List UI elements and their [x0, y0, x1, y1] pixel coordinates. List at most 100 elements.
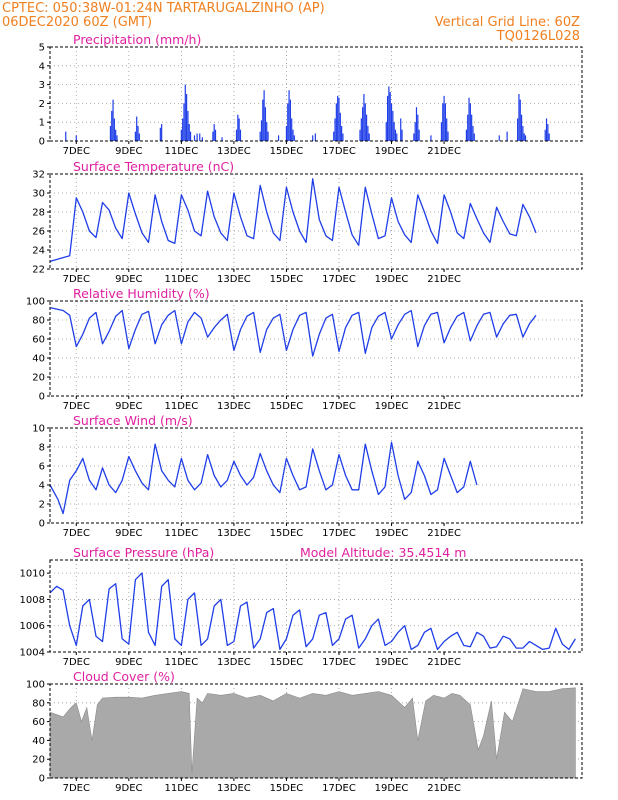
- precip-bar: [288, 90, 290, 141]
- x-tick-label: 9DEC: [115, 274, 142, 285]
- pres-frame: [49, 559, 583, 653]
- precip-bar: [115, 129, 117, 141]
- y-tick-label: 60: [32, 717, 45, 728]
- precip-bar: [65, 131, 67, 141]
- y-tick-label: 80: [32, 698, 45, 709]
- precip-bar: [137, 125, 139, 141]
- precip-bar: [544, 129, 546, 141]
- x-tick-label: 7DEC: [63, 146, 90, 157]
- rh-series-line: [49, 306, 537, 357]
- precip-bar: [113, 118, 115, 141]
- precip-bar: [199, 133, 201, 141]
- x-tick-label: 19DEC: [375, 657, 409, 668]
- precip-bar: [138, 133, 140, 141]
- header-grid: Vertical Grid Line: 60Z: [435, 15, 580, 30]
- x-tick-label: 11DEC: [164, 401, 198, 412]
- precip-bar: [112, 99, 114, 141]
- precip-bar: [415, 107, 418, 141]
- precip-bar: [444, 103, 446, 141]
- x-tick-label: 19DEC: [375, 146, 409, 157]
- precip-frame: [49, 46, 583, 142]
- precip-bar: [519, 99, 521, 141]
- precip-bar: [134, 131, 136, 141]
- temp-series-line: [49, 178, 537, 263]
- precip-bar: [263, 90, 265, 141]
- y-tick-label: 0: [39, 392, 45, 403]
- precip-bar: [446, 118, 448, 141]
- precip-bar: [333, 131, 335, 141]
- rh-panel: Relative Humidity (%) 7DEC 9DEC 11DEC 13DEC 1…: [26, 286, 583, 412]
- precip-bar: [394, 129, 397, 141]
- x-tick-label: 17DEC: [322, 146, 356, 157]
- x-tick-label: 21DEC: [427, 401, 461, 412]
- precip-bar: [188, 124, 190, 141]
- y-tick-label: 40: [32, 736, 45, 747]
- temp-title: Surface Temperature (nC): [73, 159, 234, 174]
- precip-bar: [467, 114, 469, 141]
- precip-bar: [368, 133, 370, 141]
- x-tick-label: 15DEC: [270, 146, 304, 157]
- precip-bar: [430, 135, 432, 141]
- precip-bar: [465, 129, 468, 141]
- x-tick-label: 21DEC: [427, 274, 461, 285]
- pres-series-line: [49, 572, 576, 651]
- precip-bar: [189, 131, 192, 141]
- precip-bar: [386, 95, 389, 141]
- precip-bar: [362, 107, 364, 141]
- x-tick-label: 13DEC: [217, 657, 251, 668]
- precip-bar: [186, 94, 188, 141]
- precip-bar: [75, 135, 77, 141]
- y-tick-label: 1008: [20, 595, 45, 606]
- header-date: 06DEC2020 60Z (GMT): [2, 15, 152, 30]
- precip-bar: [417, 114, 419, 141]
- y-tick-label: 20: [32, 755, 45, 766]
- temp-panel: Surface Temperature (nC) 7DEC 9DEC 11DEC 13D…: [32, 159, 583, 285]
- precip-bar: [359, 129, 361, 141]
- y-tick-label: 0: [39, 137, 45, 148]
- precip-bar: [239, 129, 242, 141]
- x-tick-label: 15DEC: [270, 401, 304, 412]
- pres-panel: Surface Pressure (hPa) Model Altitude: 35…: [20, 545, 583, 668]
- precip-bar: [161, 124, 163, 141]
- x-tick-label: 7DEC: [63, 274, 90, 285]
- y-tick-label: 2: [39, 500, 45, 511]
- y-tick-label: 2: [39, 99, 45, 110]
- x-tick-label: 19DEC: [375, 783, 409, 794]
- precip-bar: [292, 129, 294, 141]
- precip-bar: [109, 125, 112, 141]
- precip-bar: [116, 135, 118, 141]
- precip-bar: [367, 125, 369, 141]
- precip-bar: [287, 103, 289, 141]
- y-tick-label: 1: [39, 118, 45, 129]
- pres-annotation: Model Altitude: 35.4514 m: [300, 545, 466, 560]
- precip-bar: [237, 114, 239, 141]
- precip-bar: [385, 122, 387, 141]
- precip-bar: [545, 118, 548, 141]
- x-tick-label: 17DEC: [322, 401, 356, 412]
- precip-bar: [547, 124, 549, 141]
- precip-bar: [522, 125, 524, 141]
- x-tick-label: 21DEC: [427, 783, 461, 794]
- x-tick-label: 17DEC: [322, 528, 356, 539]
- x-tick-label: 11DEC: [164, 274, 198, 285]
- wind-panel: Surface Wind (m/s) 7DEC 9DEC 11DEC 13DEC 15DE…: [32, 413, 583, 539]
- precip-bar: [334, 118, 336, 141]
- precip-bar: [388, 86, 390, 141]
- y-tick-label: 1010: [20, 569, 45, 580]
- precip-bar: [201, 137, 203, 141]
- precip-bar: [413, 133, 415, 141]
- x-tick-label: 7DEC: [63, 528, 90, 539]
- precip-bar: [159, 127, 161, 141]
- y-tick-label: 4: [39, 61, 45, 72]
- precip-title: Precipitation (mm/h): [73, 32, 201, 47]
- y-tick-label: 24: [32, 246, 45, 257]
- precip-bar: [442, 103, 444, 141]
- pres-title: Surface Pressure (hPa): [73, 545, 214, 560]
- precip-bar: [238, 118, 240, 141]
- precip-bar: [363, 94, 365, 141]
- precip-bar: [365, 114, 368, 141]
- precip-bar: [443, 95, 445, 141]
- precip-bar: [498, 135, 500, 141]
- x-tick-label: 13DEC: [217, 528, 251, 539]
